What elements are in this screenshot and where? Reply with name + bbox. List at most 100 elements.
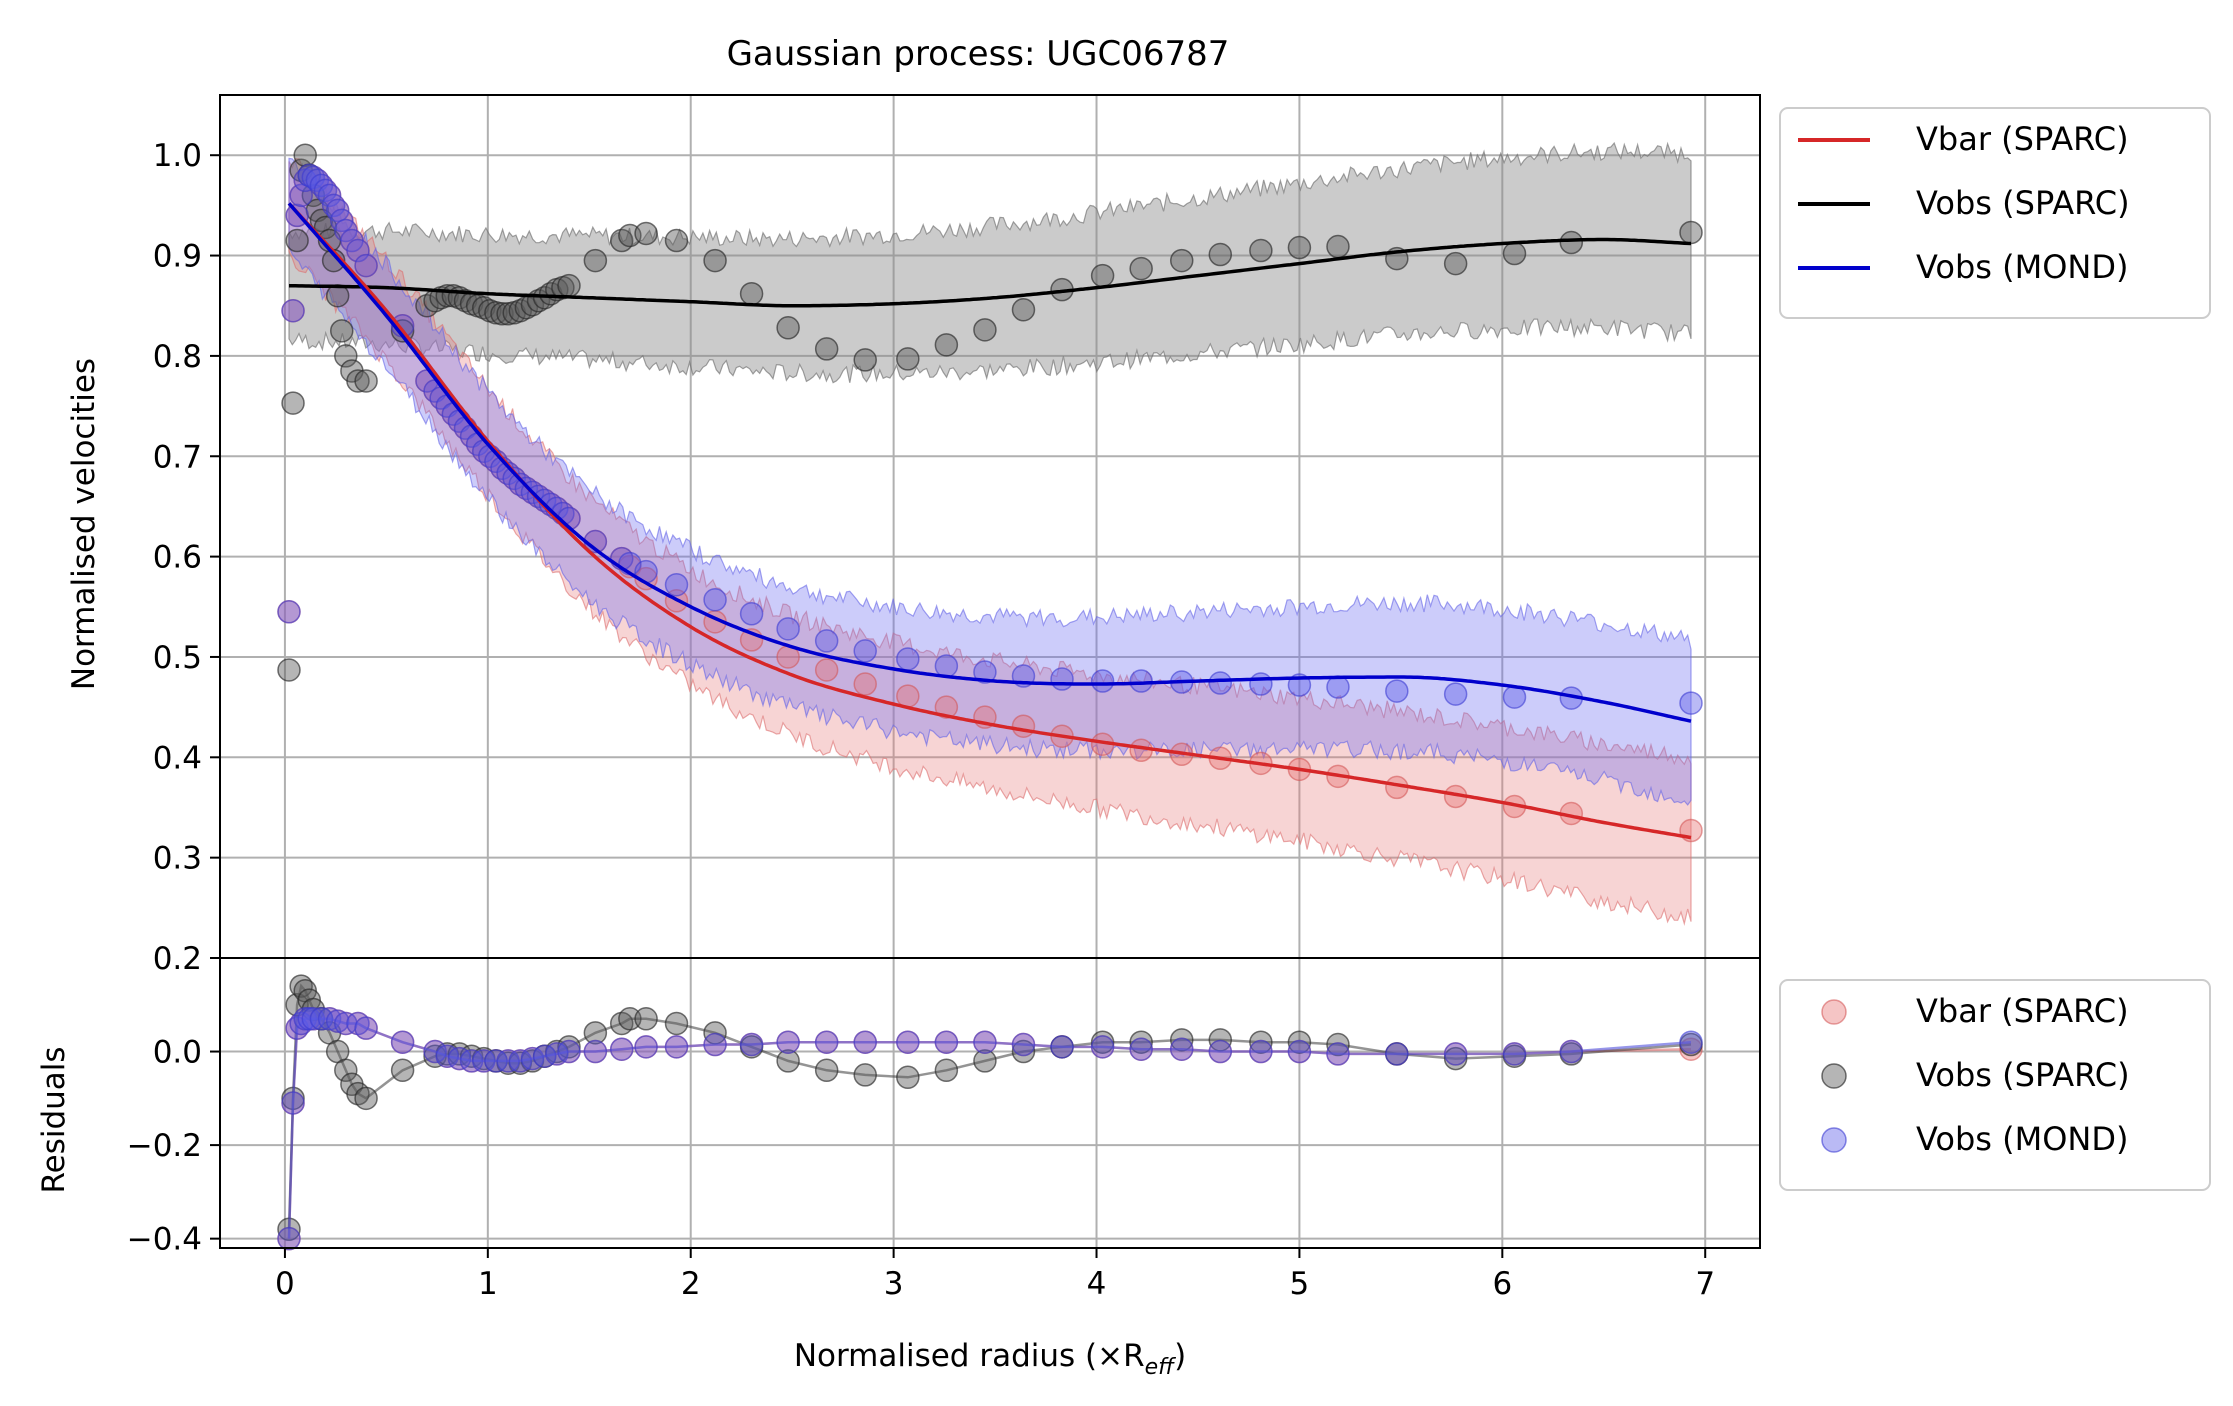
residual-point-vobs-sparc- (354, 1086, 378, 1111)
point-vobs-mond- (1679, 691, 1703, 715)
residual-point-vobs-mond- (1326, 1042, 1350, 1066)
point-vobs-sparc- (776, 316, 800, 340)
xtick-label: 6 (1492, 1266, 1512, 1302)
x-axis-label-close: ) (1174, 1338, 1186, 1374)
point-vobs-sparc- (853, 348, 877, 372)
bottom-legend-label-vobs-mond-: Vobs (MOND) (1916, 1120, 2128, 1158)
residual-point-vobs-sparc- (583, 1021, 608, 1045)
residual-point-vobs-mond- (814, 1030, 839, 1054)
point-vobs-mond- (934, 654, 959, 678)
residual-point-vobs-sparc- (334, 1058, 358, 1083)
top-ytick-label: 0.7 (153, 439, 202, 475)
residual-point-vobs-sparc- (853, 1063, 877, 1087)
point-vobs-sparc- (814, 337, 839, 361)
residual-line-vobs-mond- (287, 1017, 1692, 1239)
residual-point-vobs-mond- (1208, 1039, 1233, 1064)
top-ytick-label: 0.2 (153, 941, 202, 977)
point-vobs-sparc- (490, 302, 514, 326)
residual-point-vobs-mond- (281, 1091, 305, 1115)
residual-point-vobs-mond- (583, 1039, 608, 1064)
residual-point-vobs-sparc- (1169, 1028, 1194, 1052)
point-vobs-sparc- (346, 369, 370, 393)
residual-point-vobs-mond- (1679, 1030, 1703, 1054)
residual-point-vobs-mond- (896, 1030, 920, 1054)
point-vobs-mond- (896, 647, 920, 671)
x-axis-label-sub: eff (1145, 1355, 1177, 1380)
point-vobs-sparc- (1249, 238, 1273, 263)
top-ytick-label: 0.3 (153, 841, 202, 877)
bottom-ytick-label: 0.0 (153, 1035, 202, 1071)
point-vobs-sparc- (934, 333, 959, 357)
residual-point-vobs-mond- (1050, 1035, 1074, 1059)
residual-point-vobs-mond- (1169, 1037, 1194, 1061)
point-vobs-sparc- (1679, 220, 1703, 245)
point-vobs-mond- (1326, 675, 1350, 699)
point-vobs-sparc- (896, 347, 920, 371)
point-vobs-sparc- (453, 288, 478, 313)
point-vobs-mond- (281, 299, 305, 323)
point-vobs-mond- (277, 600, 301, 624)
tick-labels: 0.2 0.3 0.4 0.5 0.6 0.7 0.8 0.9 1.0 −0.4 −0.2 0.0 0 1… (127, 138, 1715, 1302)
point-vobs-sparc- (1443, 251, 1468, 276)
point-vobs-sparc- (285, 228, 309, 253)
point-vobs-sparc- (557, 273, 581, 298)
residual-point-vobs-mond- (1090, 1035, 1115, 1059)
x-axis-label-main: Normalised radius (×R (794, 1338, 1145, 1374)
residual-point-vobs-sparc- (618, 1007, 642, 1031)
point-vbar-sparc- (1011, 714, 1036, 738)
residual-point-vobs-sparc- (634, 1007, 658, 1031)
residual-point-vobs-sparc- (1287, 1030, 1312, 1054)
bottom-ylabel: Residuals (36, 1046, 72, 1193)
bottom-legend-label-vobs-sparc-: Vobs (SPARC) (1916, 1056, 2130, 1094)
xtick-label: 2 (681, 1266, 701, 1302)
point-vobs-sparc- (334, 344, 358, 368)
point-vobs-sparc- (739, 281, 764, 306)
residual-point-vobs-mond- (973, 1030, 997, 1054)
top-legend-label-vobs-mond-: Vobs (MOND) (1916, 248, 2128, 286)
residual-point-vobs-sparc- (776, 1049, 800, 1073)
residual-point-vobs-mond- (277, 1226, 301, 1251)
xtick-label: 7 (1695, 1266, 1715, 1302)
point-vobs-sparc- (1169, 248, 1194, 273)
residual-point-vobs-mond- (634, 1035, 658, 1059)
x-axis-label: Normalised radius (×Reff) (794, 1338, 1186, 1380)
residual-point-vobs-mond- (301, 1007, 326, 1031)
point-vobs-mond- (346, 238, 370, 263)
xtick-label: 1 (478, 1266, 498, 1302)
point-vobs-mond- (354, 253, 378, 278)
residual-point-vobs-mond- (1249, 1039, 1273, 1064)
bottom-panel-frame (219, 957, 1761, 1249)
residual-point-vobs-mond- (934, 1030, 959, 1054)
point-vbar-sparc- (853, 672, 877, 696)
xtick-label: 0 (275, 1266, 295, 1302)
residual-point-vobs-mond- (557, 1039, 581, 1064)
residual-point-vobs-mond- (325, 1009, 350, 1033)
point-vobs-mond- (1249, 672, 1273, 696)
top-ytick-label: 0.5 (153, 640, 202, 676)
point-vobs-mond- (853, 639, 877, 663)
point-vobs-sparc- (281, 391, 305, 415)
point-vobs-sparc- (1011, 297, 1036, 322)
xtick-label: 3 (884, 1266, 904, 1302)
point-vobs-sparc- (325, 283, 350, 308)
residual-point-vobs-sparc- (814, 1058, 839, 1083)
residual-point-vobs-mond- (472, 1049, 496, 1073)
top-ytick-label: 0.4 (153, 740, 202, 776)
bottom-legend-swatch-vobs-mond- (1821, 1127, 1847, 1153)
residual-point-vobs-mond- (1287, 1039, 1312, 1064)
xtick-label: 4 (1087, 1266, 1107, 1302)
point-vobs-mond- (1090, 669, 1115, 693)
point-vobs-sparc- (1287, 235, 1312, 260)
point-vobs-sparc- (508, 299, 533, 323)
xtick-label: 5 (1290, 1266, 1310, 1302)
residual-point-vobs-sparc- (1326, 1032, 1350, 1057)
residual-point-vobs-sparc- (664, 1011, 689, 1036)
top-legend-label-vbar-sparc-: Vbar (SPARC) (1916, 120, 2129, 158)
point-vobs-sparc- (329, 319, 354, 343)
point-vobs-mond- (664, 572, 689, 597)
point-vbar-sparc- (934, 695, 959, 719)
fit-line-vobs-sparc- (289, 237, 1692, 308)
band-vbar-sparc- (288, 158, 1692, 926)
band-vobs-mond- (288, 157, 1692, 806)
residual-point-vobs-mond- (1559, 1039, 1584, 1064)
